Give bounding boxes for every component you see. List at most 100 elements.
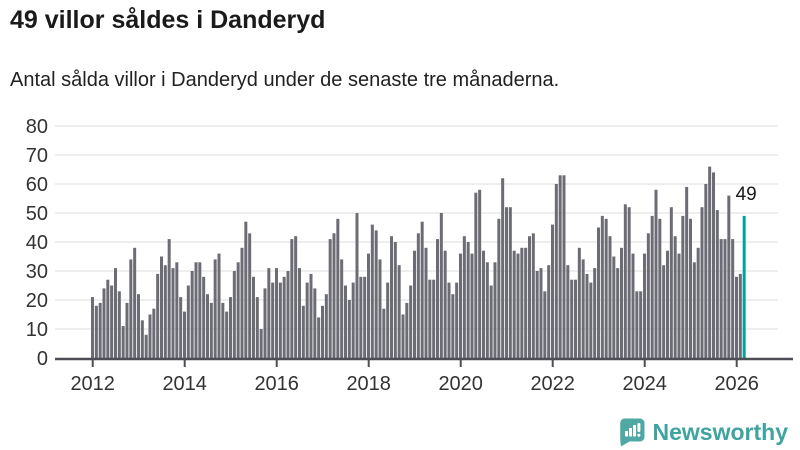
bar	[673, 236, 677, 358]
bar	[432, 279, 436, 358]
bar	[137, 294, 140, 358]
bar	[727, 195, 731, 358]
bar	[424, 247, 428, 358]
bar	[738, 273, 742, 358]
bar	[244, 221, 248, 358]
bar	[275, 268, 278, 358]
bar	[129, 259, 133, 358]
bar	[324, 294, 328, 358]
bar	[581, 259, 585, 358]
bar	[708, 166, 712, 358]
bar	[650, 215, 654, 358]
bar	[604, 218, 608, 358]
bar	[259, 329, 263, 358]
y-tick-label: 20	[26, 290, 48, 312]
bar	[290, 239, 294, 358]
bar	[658, 218, 662, 358]
bar	[585, 273, 589, 358]
bar	[692, 262, 696, 358]
bar	[501, 178, 505, 358]
bar	[612, 256, 616, 358]
page-title: 49 villor såldes i Danderyd	[10, 6, 326, 34]
bar	[209, 302, 213, 358]
bar	[562, 175, 566, 358]
bar	[152, 308, 156, 358]
bar	[332, 233, 336, 358]
bar	[393, 242, 397, 358]
bar	[627, 207, 631, 358]
y-tick-label: 60	[26, 174, 48, 196]
bar	[351, 282, 355, 358]
bar	[328, 239, 332, 358]
bar	[94, 305, 98, 358]
bar	[255, 297, 259, 358]
bar	[194, 262, 198, 358]
bar	[447, 282, 451, 358]
bar	[347, 300, 351, 358]
x-tick-label: 2020	[438, 373, 483, 395]
bar	[225, 311, 229, 358]
x-tick-label: 2022	[530, 373, 575, 395]
bar	[616, 268, 620, 358]
bar	[355, 213, 359, 358]
bar	[309, 273, 313, 358]
bar	[608, 236, 612, 358]
bar	[662, 265, 666, 358]
y-tick-label: 80	[26, 116, 48, 138]
bar	[643, 253, 646, 358]
bar	[217, 253, 221, 358]
bar	[114, 268, 117, 358]
bar	[723, 239, 727, 358]
x-tick-label: 2014	[162, 373, 207, 395]
newsworthy-logo-icon	[619, 417, 645, 446]
y-tick-label: 50	[26, 203, 48, 225]
bar	[489, 285, 493, 358]
bar	[359, 276, 363, 358]
bar	[528, 236, 531, 358]
bar	[248, 233, 252, 358]
bar	[677, 253, 681, 358]
bar	[409, 285, 413, 358]
bar	[455, 282, 459, 358]
bar	[719, 239, 723, 358]
bar	[654, 189, 658, 358]
bar	[397, 265, 401, 358]
bar	[543, 291, 547, 358]
bar	[91, 297, 94, 358]
bar	[336, 218, 340, 358]
bar	[179, 297, 183, 358]
bar	[493, 262, 497, 358]
bar	[313, 288, 317, 358]
bar	[531, 233, 535, 358]
bar	[229, 297, 232, 358]
bar	[685, 186, 689, 358]
bar	[420, 221, 424, 358]
bar	[401, 314, 405, 358]
bar	[712, 172, 715, 358]
bar	[186, 285, 190, 358]
bar	[106, 279, 110, 358]
bar	[305, 282, 309, 358]
bar	[428, 279, 432, 358]
bar	[547, 265, 551, 358]
bar	[121, 326, 125, 358]
bar	[232, 271, 236, 358]
bar	[554, 184, 558, 358]
bar	[508, 207, 512, 358]
x-tick-label: 2024	[622, 373, 667, 395]
bar	[263, 288, 267, 358]
bar	[133, 247, 137, 358]
bar	[639, 291, 643, 358]
bar	[294, 236, 298, 358]
bar	[163, 265, 167, 358]
bar	[512, 250, 516, 358]
bar	[704, 184, 708, 358]
bar	[144, 334, 148, 358]
brand-footer: Newsworthy	[619, 416, 788, 448]
bar	[459, 253, 462, 358]
x-tick-label: 2016	[254, 373, 299, 395]
bar	[382, 308, 386, 358]
bar	[156, 273, 160, 358]
